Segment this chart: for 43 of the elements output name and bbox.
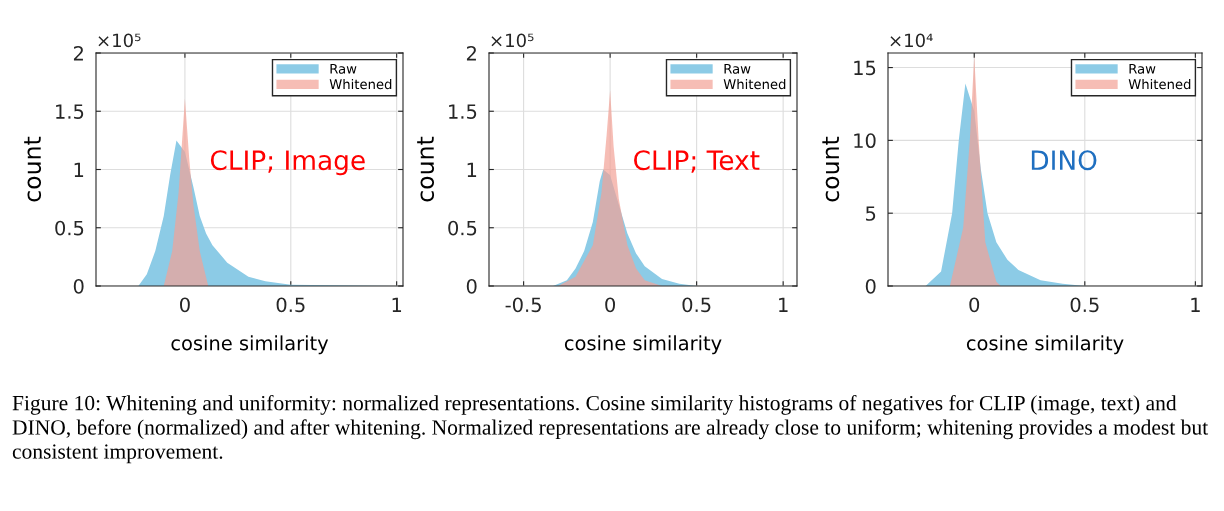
x-tick-label: 1 [1191,297,1200,312]
legend-label: Whitened [1128,78,1191,90]
y-tick-label: 0 [466,278,477,294]
x-tick-label: 0 [605,297,616,313]
text: ×10⁴ [890,33,933,48]
x-tick-label: 0.5 [682,297,711,313]
y-tick-label: 0 [73,278,84,294]
x-tick-label: 0.5 [1070,297,1099,313]
annotation: CLIP; Image [210,150,365,176]
x-tick-label: 0 [969,297,980,313]
text: ×10⁵ [491,33,534,48]
y-tick-label: 0.5 [448,220,477,236]
y-axis-title: count [417,136,435,202]
legend-label: Raw [330,63,357,74]
x-tick-label: 0.5 [276,297,305,313]
y-tick-label: 15 [854,60,876,76]
y-tick-label: 1 [74,162,84,177]
y-tick-label: 5 [866,206,876,221]
x-tick-label: 0 [180,297,190,313]
x-tick-label: -0.5 [505,297,541,313]
x-tick-label: 1 [779,297,788,312]
annotation: DINO [1031,150,1097,171]
y-tick-label: 0 [865,278,876,294]
x-tick-label: 1 [392,297,402,312]
y-tick-label: 10 [854,133,876,149]
legend-label: Raw [1129,63,1156,74]
x-axis-title: cosine similarity [171,335,329,355]
text: ×10⁵ [98,33,141,48]
y-tick-label: 2 [73,45,83,61]
y-tick-label: 2 [466,45,476,61]
y-axis-title: count [24,136,42,202]
y-axis-title: count [822,136,840,202]
legend-label: Whitened [329,78,392,90]
y-tick-label: 0.5 [55,220,84,236]
caption: Figure 10: Whitening and uniformity: normalized representations. Cosine similarity histograms of negatives for CLIP (image, text) and DINO, before (normalized) and after whitening. Normalized representations are already close to uniform; whitening provides a modest but consistent improvement. [12,395,1209,464]
legend-label: Raw [724,63,751,74]
annotation: CLIP; Text [634,150,760,173]
y-tick-label: 1.5 [449,104,477,119]
x-axis-title: cosine similarity [966,335,1124,355]
y-tick-label: 1.5 [56,104,84,119]
x-axis-title: cosine similarity [564,335,722,355]
legend-label: Whitened [723,78,786,90]
y-tick-label: 1 [467,162,477,177]
